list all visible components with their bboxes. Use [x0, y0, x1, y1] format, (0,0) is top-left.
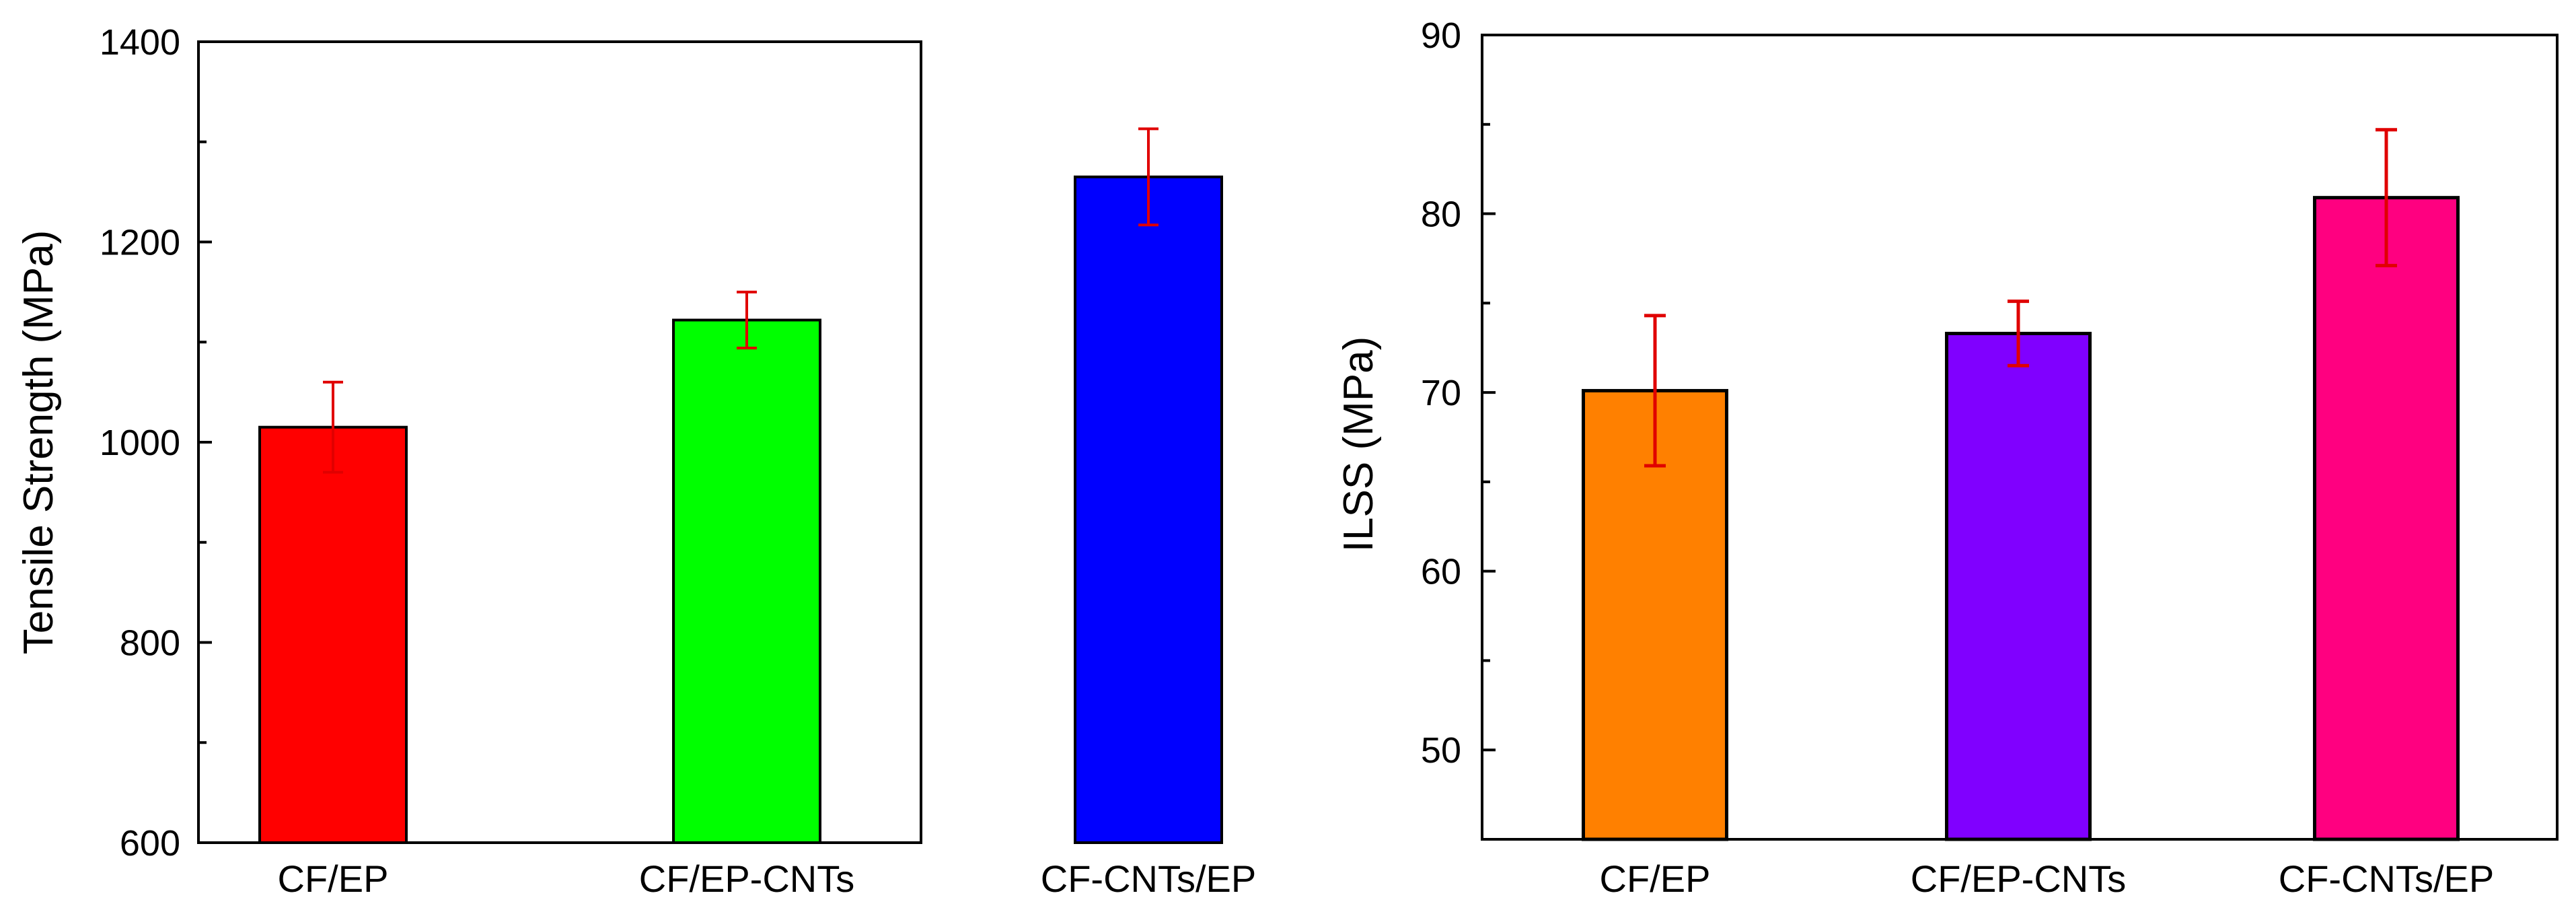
x-tick-label-cf-ep: CF/EP	[1600, 857, 1711, 900]
y-minor-ticks	[1482, 122, 1490, 662]
y-tick-label: 50	[1421, 730, 1461, 771]
bar-cf-ep	[258, 425, 408, 844]
y-axis: ILSS (MPa) 50 60 70 80 90	[1335, 15, 1496, 771]
bars: CF/EP CF/EP-CNTs CF-CNTs/EP	[1582, 128, 2494, 900]
y-tick-label: 600	[120, 823, 180, 864]
y-axis: Tensile Strength (MPa) 600 800 1000 1200…	[15, 22, 212, 864]
y-tick-label: 800	[120, 623, 180, 664]
x-tick-label-cf-cnts-ep: CF-CNTs/EP	[1041, 857, 1256, 900]
bar-group-cf-cnts-ep: CF-CNTs/EP	[1041, 127, 1256, 900]
y-tick: 80	[1421, 195, 1496, 235]
ilss-chart: ILSS (MPa) 50 60 70 80 90	[1335, 15, 2559, 900]
bar-group-cf-cnts-ep: CF-CNTs/EP	[2279, 128, 2494, 900]
y-tick-label: 1000	[100, 423, 180, 463]
bar-cf-cnts-ep	[1074, 175, 1223, 844]
bar-group-cf-ep: CF/EP	[258, 380, 408, 900]
bar-group-cf-ep-cnts: CF/EP-CNTs	[1911, 300, 2126, 900]
error-bar-cf-ep	[1644, 314, 1666, 468]
y-tick-label: 70	[1421, 373, 1461, 413]
bars: CF/EP CF/EP-CNTs CF-CNTs/EP	[258, 127, 1256, 900]
y-tick: 1000	[100, 423, 212, 463]
bar-group-cf-ep: CF/EP	[1582, 314, 1728, 900]
y-tick: 1200	[100, 223, 212, 263]
tensile-strength-chart: Tensile Strength (MPa) 600 800 1000 1200…	[15, 22, 1256, 900]
y-axis-label: Tensile Strength (MPa)	[15, 230, 62, 655]
y-tick: 90	[1421, 15, 1496, 56]
y-tick-label: 1200	[100, 223, 180, 263]
error-bar-cf-cnts-ep	[1138, 127, 1158, 227]
x-tick-label-cf-ep-cnts: CF/EP-CNTs	[1911, 857, 2126, 900]
y-tick: 1400	[100, 22, 212, 63]
error-bar-cf-ep-cnts	[737, 290, 757, 350]
bar-cf-ep-cnts	[1945, 331, 2092, 841]
y-tick: 60	[1421, 552, 1496, 592]
y-tick-label: 90	[1421, 15, 1461, 56]
y-axis-label: ILSS (MPa)	[1335, 337, 1382, 552]
y-minor-ticks	[198, 140, 207, 744]
x-tick-label-cf-ep-cnts: CF/EP-CNTs	[639, 857, 854, 900]
y-tick: 800	[120, 623, 212, 664]
y-tick: 50	[1421, 730, 1496, 771]
y-tick-label: 60	[1421, 552, 1461, 592]
y-tick-label: 80	[1421, 195, 1461, 235]
y-tick-label: 1400	[100, 22, 180, 63]
error-bar-cf-ep-cnts	[2008, 300, 2029, 367]
bar-group-cf-ep-cnts: CF/EP-CNTs	[639, 290, 854, 900]
error-bar-cf-ep	[323, 380, 343, 474]
error-bar-cf-cnts-ep	[2376, 128, 2397, 268]
bar-cf-cnts-ep	[2313, 196, 2460, 841]
bar-cf-ep-cnts	[672, 318, 821, 844]
x-tick-label-cf-ep: CF/EP	[278, 857, 389, 900]
x-tick-label-cf-cnts-ep: CF-CNTs/EP	[2279, 857, 2494, 900]
y-tick: 70	[1421, 373, 1496, 413]
y-tick: 600	[120, 823, 212, 864]
